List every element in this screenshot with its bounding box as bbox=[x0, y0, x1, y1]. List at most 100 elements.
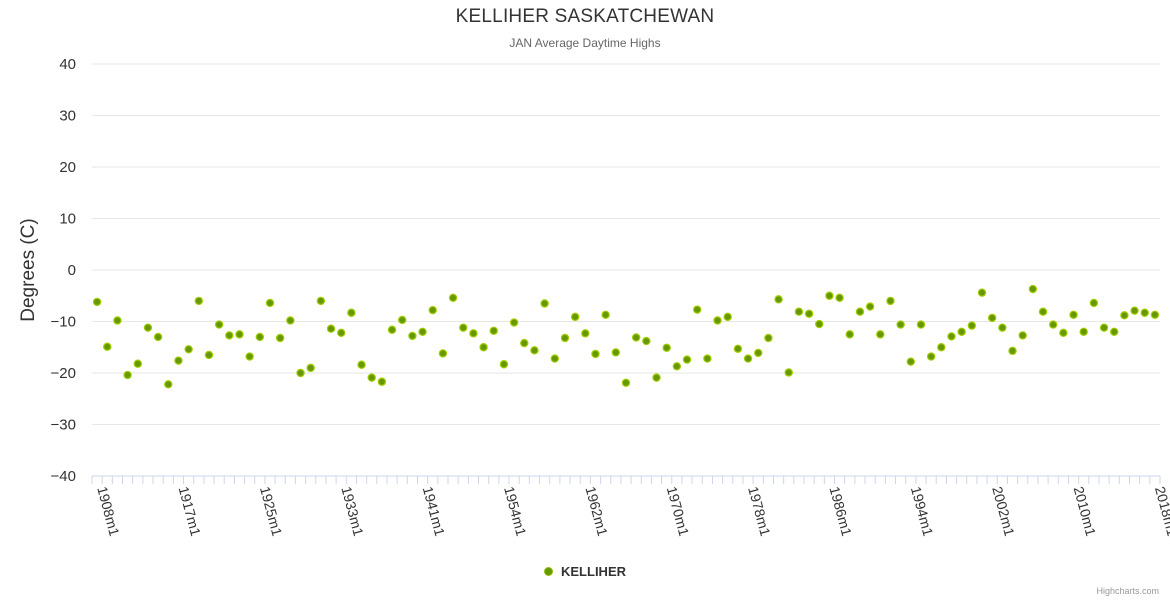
data-point[interactable] bbox=[174, 356, 183, 365]
data-point[interactable] bbox=[815, 319, 824, 329]
data-point[interactable] bbox=[987, 313, 997, 323]
data-point[interactable] bbox=[977, 288, 987, 297]
data-point[interactable] bbox=[1018, 331, 1027, 340]
legend[interactable]: KELLIHER bbox=[0, 564, 1170, 579]
data-point[interactable] bbox=[967, 321, 977, 330]
data-point[interactable] bbox=[1048, 320, 1058, 329]
data-point[interactable] bbox=[448, 293, 458, 303]
data-point[interactable] bbox=[337, 328, 346, 338]
data-point[interactable] bbox=[367, 373, 376, 382]
data-point[interactable] bbox=[845, 330, 854, 339]
data-point[interactable] bbox=[326, 324, 336, 333]
data-point[interactable] bbox=[296, 368, 305, 378]
data-point[interactable] bbox=[916, 320, 926, 329]
data-point[interactable] bbox=[1130, 306, 1139, 315]
data-point[interactable] bbox=[662, 343, 671, 352]
data-point[interactable] bbox=[1089, 298, 1099, 308]
data-point[interactable] bbox=[459, 323, 468, 332]
data-point[interactable] bbox=[713, 316, 722, 325]
legend-item-label[interactable]: KELLIHER bbox=[561, 564, 626, 579]
data-point[interactable] bbox=[611, 348, 621, 357]
data-point[interactable] bbox=[225, 331, 234, 340]
data-point[interactable] bbox=[743, 354, 753, 363]
data-point[interactable] bbox=[1038, 307, 1048, 316]
data-point[interactable] bbox=[825, 291, 834, 300]
data-point[interactable] bbox=[1079, 327, 1088, 336]
data-point[interactable] bbox=[509, 318, 519, 327]
data-point[interactable] bbox=[103, 342, 112, 351]
data-point[interactable] bbox=[621, 378, 631, 387]
data-point[interactable] bbox=[876, 330, 885, 339]
data-point[interactable] bbox=[570, 312, 580, 322]
data-point[interactable] bbox=[1150, 310, 1160, 320]
data-point[interactable] bbox=[469, 329, 478, 338]
data-point[interactable] bbox=[591, 349, 600, 359]
data-point[interactable] bbox=[804, 309, 814, 318]
data-point[interactable] bbox=[601, 310, 610, 320]
data-point[interactable] bbox=[398, 315, 407, 325]
data-point[interactable] bbox=[275, 333, 285, 343]
data-point[interactable] bbox=[774, 295, 783, 304]
data-point[interactable] bbox=[123, 370, 132, 380]
data-point[interactable] bbox=[1140, 308, 1149, 317]
data-point[interactable] bbox=[550, 354, 560, 363]
data-point[interactable] bbox=[906, 357, 916, 366]
data-point[interactable] bbox=[1069, 310, 1078, 320]
data-point[interactable] bbox=[153, 332, 163, 342]
data-point[interactable] bbox=[764, 333, 773, 343]
data-point[interactable] bbox=[784, 368, 793, 377]
data-point[interactable] bbox=[642, 336, 651, 346]
data-point[interactable] bbox=[1120, 311, 1129, 320]
data-point[interactable] bbox=[947, 332, 956, 341]
data-point[interactable] bbox=[428, 305, 437, 315]
data-point[interactable] bbox=[1028, 284, 1038, 294]
data-point[interactable] bbox=[1059, 328, 1068, 338]
data-point[interactable] bbox=[652, 373, 661, 382]
data-point[interactable] bbox=[937, 343, 946, 352]
data-point[interactable] bbox=[418, 327, 427, 336]
data-point[interactable] bbox=[926, 352, 936, 361]
data-point[interactable] bbox=[408, 331, 417, 341]
data-point[interactable] bbox=[855, 307, 865, 316]
data-point[interactable] bbox=[255, 332, 265, 342]
data-point[interactable] bbox=[998, 323, 1007, 332]
data-point[interactable] bbox=[540, 299, 549, 308]
data-point[interactable] bbox=[214, 320, 224, 329]
data-point[interactable] bbox=[672, 362, 682, 371]
data-point[interactable] bbox=[682, 355, 692, 364]
data-point[interactable] bbox=[733, 344, 743, 353]
data-point[interactable] bbox=[184, 345, 193, 354]
data-point[interactable] bbox=[265, 298, 275, 308]
credits-link[interactable]: Highcharts.com bbox=[1096, 586, 1159, 596]
data-point[interactable] bbox=[438, 349, 448, 358]
data-point[interactable] bbox=[92, 297, 102, 307]
data-point[interactable] bbox=[377, 377, 387, 386]
data-point[interactable] bbox=[194, 296, 203, 306]
data-point[interactable] bbox=[865, 302, 875, 311]
data-point[interactable] bbox=[530, 346, 539, 355]
data-point[interactable] bbox=[1110, 327, 1119, 336]
data-point[interactable] bbox=[245, 352, 254, 361]
data-point[interactable] bbox=[723, 312, 732, 322]
data-point[interactable] bbox=[499, 360, 509, 369]
data-point[interactable] bbox=[235, 330, 244, 339]
data-point[interactable] bbox=[316, 296, 326, 306]
data-point[interactable] bbox=[164, 380, 173, 389]
data-point[interactable] bbox=[204, 350, 214, 360]
data-point[interactable] bbox=[520, 338, 529, 348]
data-point[interactable] bbox=[693, 305, 702, 314]
data-point[interactable] bbox=[133, 359, 142, 368]
data-point[interactable] bbox=[479, 343, 488, 352]
data-point[interactable] bbox=[347, 308, 356, 317]
data-point[interactable] bbox=[957, 327, 966, 336]
data-point[interactable] bbox=[581, 329, 590, 338]
data-point[interactable] bbox=[754, 348, 763, 358]
data-point[interactable] bbox=[886, 296, 895, 306]
data-point[interactable] bbox=[835, 293, 844, 303]
data-point[interactable] bbox=[560, 333, 570, 343]
data-point[interactable] bbox=[1099, 323, 1109, 332]
data-point[interactable] bbox=[306, 363, 315, 373]
data-point[interactable] bbox=[286, 316, 295, 325]
data-point[interactable] bbox=[387, 325, 397, 334]
data-point[interactable] bbox=[896, 320, 905, 329]
